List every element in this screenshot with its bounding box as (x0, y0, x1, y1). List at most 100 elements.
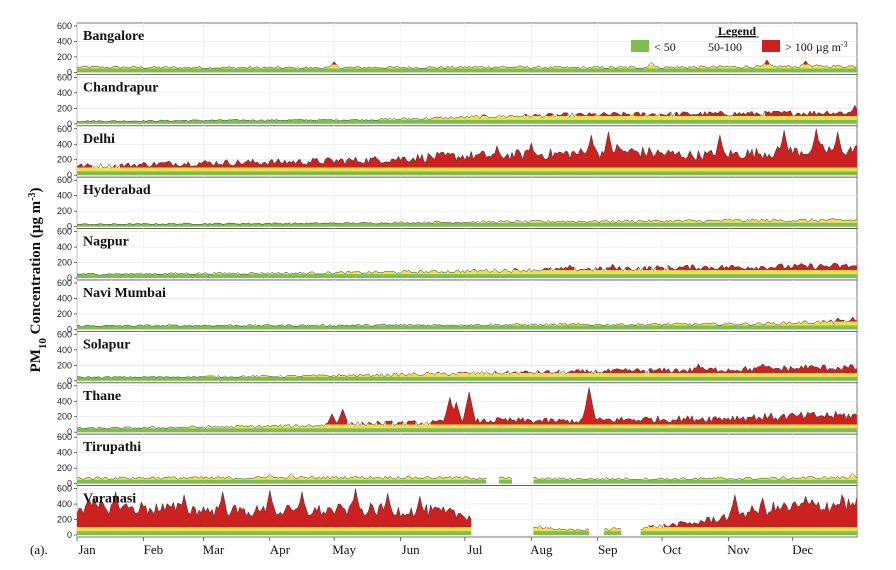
band-mid (77, 321, 857, 326)
panel-tag: (a). (30, 542, 48, 557)
y-tick-label: 600 (57, 381, 72, 391)
band-low (77, 119, 857, 124)
panel-tirupathi: 0 200 400 600 Tirupathi (57, 432, 858, 489)
x-tick-label: Dec (792, 542, 813, 557)
x-tick-label: Oct (663, 542, 682, 557)
panel-varanasi: 0 200 400 600 Varanasi (57, 484, 858, 540)
y-tick-label: 0 (67, 67, 72, 77)
city-label: Varanasi (83, 492, 136, 507)
band-low (77, 325, 857, 330)
y-tick-label: 0 (67, 119, 72, 129)
band-high (77, 128, 857, 168)
y-tick-label: 200 (57, 515, 72, 525)
x-axis: Jan Feb Mar Apr May Jun Jul Aug Sep Oct Nov Dec (76, 537, 813, 557)
panel-hyderabad: 0 200 400 600 Hyderabad (57, 175, 858, 232)
band-low (77, 222, 857, 227)
y-axis-title: PM10 Concentration (μg m-3) (27, 188, 50, 373)
y-tick-label: 200 (57, 52, 72, 62)
band-mid (77, 527, 857, 532)
series-line (76, 263, 858, 276)
y-tick-label: 0 (67, 530, 72, 540)
y-tick-label: 600 (57, 72, 72, 82)
y-tick-label: 400 (57, 88, 72, 98)
y-tick-label: 400 (57, 139, 72, 149)
x-tick-label: Sep (598, 542, 618, 557)
y-tick-label: 0 (67, 376, 72, 386)
y-tick-label: 0 (67, 479, 72, 489)
y-tick-label: 0 (67, 222, 72, 232)
y-tick-label: 0 (67, 170, 72, 180)
y-tick-label: 200 (57, 258, 72, 268)
city-label: Navi Mumbai (83, 286, 166, 301)
y-tick-label: 0 (67, 324, 72, 334)
y-tick-label: 400 (57, 396, 72, 406)
y-tick-label: 200 (57, 360, 72, 370)
band-low (77, 68, 857, 73)
y-tick-label: 200 (57, 206, 72, 216)
city-label: Nagpur (83, 235, 129, 250)
y-tick-label: 600 (57, 124, 72, 134)
series-line (76, 363, 858, 379)
city-label: Thane (83, 389, 121, 404)
y-tick-label: 200 (57, 103, 72, 113)
y-tick-label: 400 (57, 191, 72, 201)
x-tick-label: Jul (467, 542, 483, 557)
y-tick-label: 600 (57, 278, 72, 288)
y-tick-label: 0 (67, 427, 72, 437)
series-line (76, 473, 858, 481)
legend: Legend < 50 50-100 > 100 µg m-3 (631, 24, 848, 54)
band-mid (77, 373, 857, 377)
y-tick-label: 600 (57, 432, 72, 442)
y-tick-label: 400 (57, 242, 72, 252)
panel-delhi: 0 200 400 600 Delhi (57, 124, 858, 180)
city-label: Bangalore (83, 29, 144, 44)
city-label: Delhi (83, 132, 115, 147)
y-tick-label: 400 (57, 345, 72, 355)
series-line (76, 59, 858, 70)
series-line (76, 104, 858, 122)
legend-title: Legend (718, 24, 756, 38)
band-high (475, 105, 857, 117)
y-tick-label: 400 (57, 293, 72, 303)
city-label: Solapur (83, 337, 130, 352)
x-tick-label: Jan (78, 542, 96, 557)
band-high (432, 263, 857, 271)
x-tick-label: Aug (530, 542, 553, 557)
panel-frame (76, 279, 858, 332)
band-high (77, 488, 857, 528)
y-tick-label: 400 (57, 448, 72, 458)
legend-swatch-high (762, 40, 780, 52)
band-low (77, 376, 857, 381)
x-tick-label: Feb (144, 542, 164, 557)
x-tick-label: Mar (203, 542, 225, 557)
x-tick-label: Jun (402, 542, 421, 557)
legend-swatch-low (631, 40, 649, 52)
band-low (77, 428, 857, 433)
y-tick-label: 600 (57, 329, 72, 339)
x-tick-label: Nov (727, 542, 750, 557)
series-line (76, 316, 858, 327)
y-tick-label: 400 (57, 36, 72, 46)
y-tick-label: 600 (57, 21, 72, 31)
panel-thane: 0 200 400 600 Thane (57, 381, 858, 437)
city-label: Tirupathi (83, 440, 141, 455)
y-tick-label: 400 (57, 499, 72, 509)
x-tick-label: Apr (270, 542, 291, 557)
legend-label-mid: 50-100 (708, 40, 742, 54)
y-axis-label: PM10 Concentration (μg m-3) (27, 188, 50, 373)
city-label: Chandrapur (83, 80, 158, 95)
band-low (77, 531, 857, 535)
series-line (76, 387, 858, 430)
y-tick-label: 600 (57, 175, 72, 185)
band-mid (87, 270, 857, 275)
y-tick-label: 600 (57, 227, 72, 237)
panel-navi-mumbai: 0 200 400 600 Navi Mumbai (57, 278, 858, 334)
series-line (76, 128, 858, 169)
band-high (803, 317, 857, 322)
panel-chandrapur: 0 200 400 600 Chandrapur (57, 72, 858, 129)
chart-panels: 0200400600Bangalore0200400600Chandrapur0… (57, 21, 858, 540)
panel-bangalore: 0 200 400 600 Bangalore (57, 21, 858, 77)
city-label: Hyderabad (83, 183, 151, 198)
x-tick-label: May (332, 542, 356, 557)
